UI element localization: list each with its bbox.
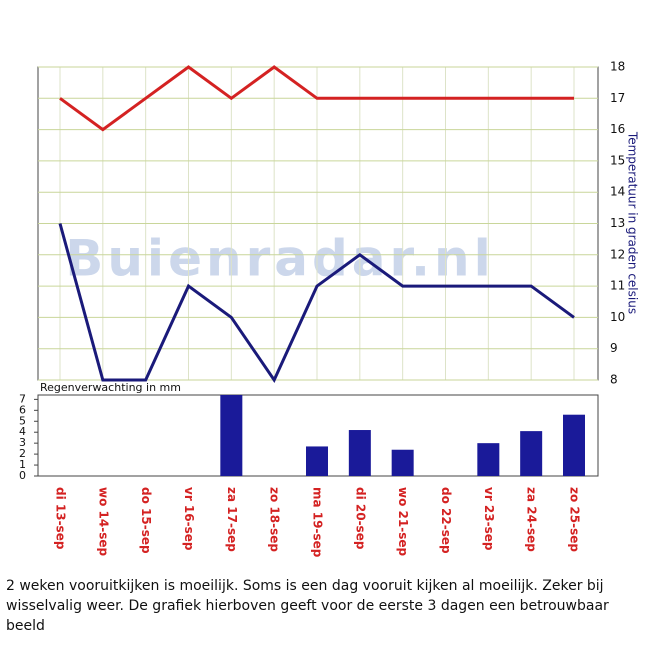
y-tick-label: 0 <box>19 469 26 482</box>
y-tick-label: 6 <box>19 403 26 416</box>
x-tick-label: zo 18-sep <box>268 487 282 552</box>
bar <box>220 395 243 476</box>
line <box>59 65 574 132</box>
caption: 2 weken vooruitkijken is moeilijk. Soms … <box>6 578 609 634</box>
x-tick-label: wo 21-sep <box>396 487 410 556</box>
x-tick-label: wo 14-sep <box>96 487 110 556</box>
y-tick-label: 5 <box>19 414 26 427</box>
bar <box>306 446 328 476</box>
y-tick-label: 18 <box>610 60 625 74</box>
x-tick-label: di 13-sep <box>54 487 68 550</box>
chart-label: Regenverwachting in mm <box>40 381 181 394</box>
y-tick-label: 10 <box>610 310 625 324</box>
watermark: Buienradar.nl <box>65 230 495 288</box>
y-tick-label: 11 <box>610 279 625 293</box>
x-tick-label: za 17-sep <box>225 487 239 552</box>
bar <box>520 431 543 476</box>
chart: Buienradar.nl 89101112131415161718Temper… <box>19 60 640 558</box>
x-tick-label: di 20-sep <box>353 487 367 550</box>
x-tick-label: zo 25-sep <box>568 487 582 552</box>
y-axis-label: Temperatuur in graden celsius <box>626 131 640 314</box>
x-tick-label: za 24-sep <box>525 487 539 552</box>
y-tick-label: 4 <box>19 425 26 438</box>
y-tick-label: 8 <box>610 373 618 387</box>
x-tick-label: vr 23-sep <box>482 487 496 551</box>
y-tick-label: 12 <box>610 247 625 261</box>
bar <box>477 443 500 476</box>
x-tick-label: do 22-sep <box>439 487 453 554</box>
line <box>58 223 575 384</box>
y-tick-label: 13 <box>610 216 625 230</box>
y-tick-label: 16 <box>610 122 625 136</box>
x-tick-label: vr 16-sep <box>182 487 196 551</box>
bar <box>563 414 585 476</box>
bar <box>391 449 414 476</box>
y-tick-label: 17 <box>610 91 625 105</box>
y-tick-label: 1 <box>19 458 26 471</box>
x-tick-label: do 15-sep <box>139 487 153 554</box>
y-tick-label: 2 <box>19 447 26 460</box>
y-tick-label: 14 <box>610 185 625 199</box>
y-tick-label: 15 <box>610 153 625 167</box>
y-tick-label: 7 <box>19 392 26 405</box>
y-tick-label: 9 <box>610 341 618 355</box>
y-tick-label: 3 <box>19 436 26 449</box>
bar <box>348 430 371 476</box>
x-tick-label: ma 19-sep <box>311 487 325 558</box>
